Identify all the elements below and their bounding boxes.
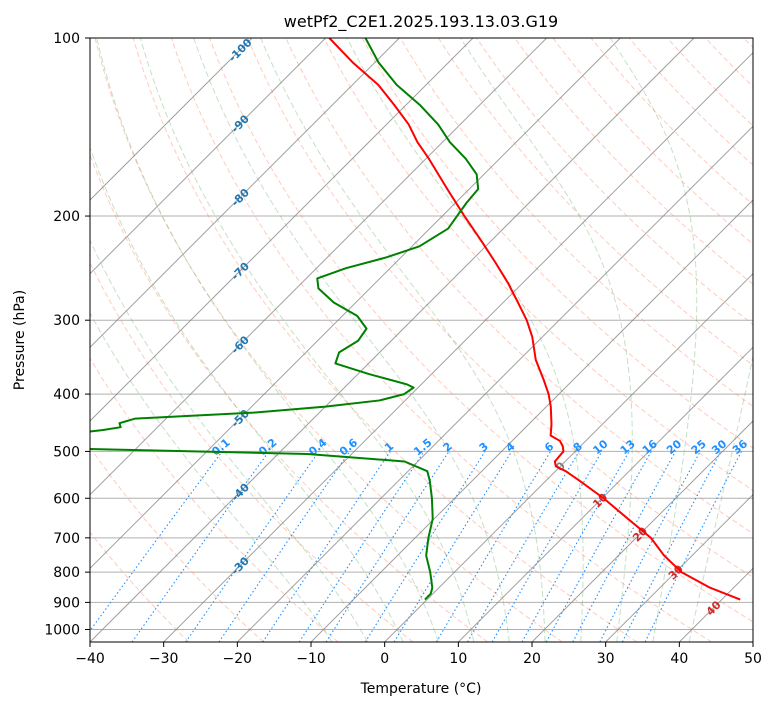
isotherm-line — [531, 420, 753, 642]
dry-adiabat — [475, 38, 753, 326]
y-axis-label: Pressure (hPa) — [12, 290, 28, 390]
mixing-ratio-line — [644, 451, 742, 642]
mixing-ratio-line — [298, 451, 425, 642]
mixing-ratio-line — [521, 451, 630, 642]
y-tick-label: 1000 — [44, 622, 80, 638]
axes-frame — [89, 37, 754, 643]
moist-adiabat — [90, 239, 369, 642]
isotherm-line — [605, 493, 753, 642]
y-tick-label: 500 — [53, 444, 80, 460]
mixing-ratio-line — [262, 451, 391, 642]
isotherm-line — [90, 38, 327, 275]
plot-background — [90, 38, 753, 642]
dry-adiabat — [769, 25, 775, 642]
isotherm-line — [310, 199, 753, 642]
moist-adiabat — [609, 38, 698, 642]
y-tick-label: 400 — [53, 387, 80, 403]
temperature-profile — [328, 38, 741, 601]
isotherm-lines — [90, 38, 753, 642]
isotherm-line — [90, 38, 695, 642]
mixing-ratio-line — [218, 451, 351, 642]
dry-adiabat — [399, 38, 753, 408]
dry-adiabat — [90, 531, 190, 642]
moist-adiabat — [139, 38, 475, 642]
x-tick-label: −20 — [223, 651, 253, 667]
isotherm-line — [384, 272, 753, 642]
isotherm-line — [90, 38, 400, 349]
dry-adiabat — [132, 38, 638, 642]
adiabat-lines — [90, 25, 775, 642]
x-axis-label: Temperature (°C) — [360, 681, 482, 697]
isotherm-line — [90, 38, 474, 422]
x-tick-label: 40 — [670, 651, 688, 667]
moist-adiabat — [90, 146, 404, 642]
plot-area — [90, 38, 753, 642]
dry-adiabat — [90, 261, 414, 642]
x-tick-label: −30 — [149, 651, 179, 667]
x-tick-label: −40 — [75, 651, 105, 667]
moist-adiabat — [260, 38, 546, 642]
isotherm-line — [90, 38, 253, 201]
x-tick-label: 20 — [523, 651, 541, 667]
plot-frame — [89, 37, 754, 643]
x-tick-label: 50 — [744, 651, 762, 667]
y-tick-label: 700 — [53, 531, 80, 547]
y-tick-label: 800 — [53, 565, 80, 581]
mixing-ratio-line — [325, 451, 450, 642]
mixing-ratio-line — [572, 451, 677, 642]
isotherm-line — [90, 38, 621, 570]
mixing-ratio-line — [185, 451, 320, 642]
dry-adiabat — [247, 38, 753, 578]
x-tick-label: −10 — [296, 651, 326, 667]
isotherm-line — [457, 346, 753, 642]
y-tick-label: 100 — [53, 31, 80, 47]
moist-adiabat — [346, 38, 584, 642]
mixing-ratio-line — [545, 451, 652, 642]
x-tick-label: 30 — [597, 651, 615, 667]
y-tick-label: 600 — [53, 491, 80, 507]
y-tick-label: 200 — [53, 209, 80, 225]
moist-adiabat — [96, 38, 439, 642]
y-axis: 100 200 300 400 500 600 700 800 900 1000 — [44, 31, 90, 638]
isotherm-line — [236, 125, 753, 642]
dry-adiabat — [323, 38, 753, 492]
mixing-ratio-line — [393, 451, 513, 642]
chart-title: wetPf2_C2E1.2025.193.13.03.G19 — [284, 12, 558, 32]
isotherm-line — [90, 38, 548, 496]
x-tick-label: 0 — [380, 651, 389, 667]
dry-adiabat — [514, 38, 753, 285]
isotherm-line — [163, 51, 753, 642]
dry-adiabat — [170, 38, 712, 642]
mixing-ratio-line — [90, 451, 223, 632]
mixing-ratio-line — [621, 451, 722, 642]
y-tick-label: 300 — [53, 313, 80, 329]
dewpoint-profile — [90, 38, 480, 601]
dry-adiabat — [285, 38, 753, 535]
x-tick-label: 10 — [449, 651, 467, 667]
y-tick-label: 900 — [53, 595, 80, 611]
profile-series — [90, 38, 741, 601]
x-axis: −40 −30 −20 −10 0 10 20 30 40 50 — [75, 642, 762, 667]
